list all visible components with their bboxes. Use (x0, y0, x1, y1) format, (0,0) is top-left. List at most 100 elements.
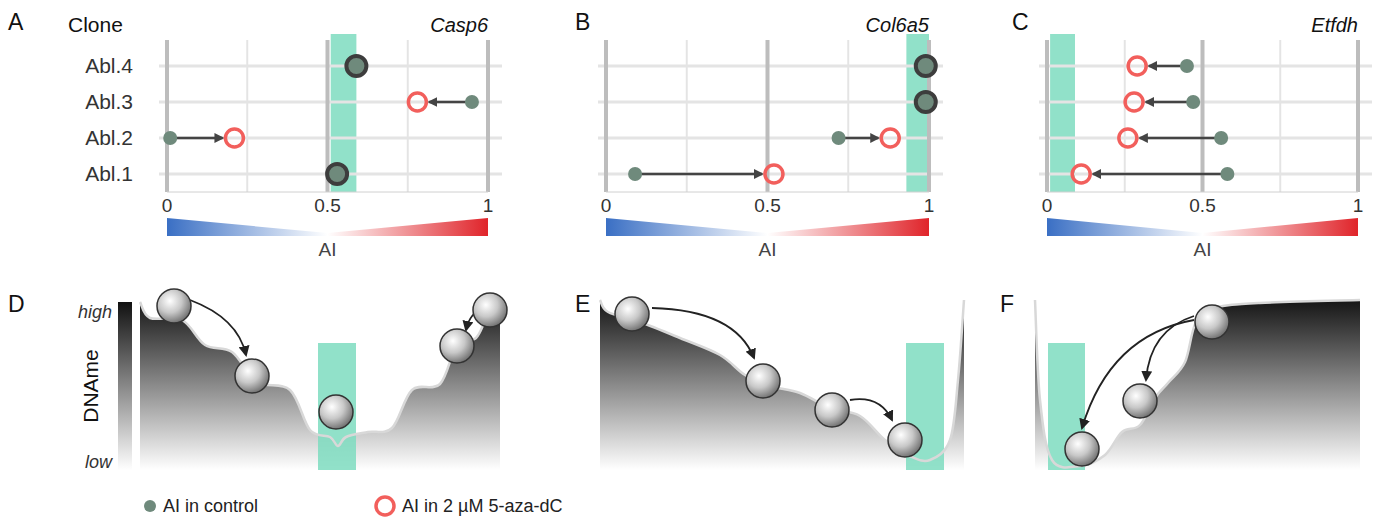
x-tick-label: 1 (483, 195, 494, 216)
minor-grid-line (407, 40, 409, 192)
treated-point (1119, 129, 1137, 147)
y-tick-label: Abl.2 (85, 126, 133, 149)
unchanged-point (327, 164, 347, 184)
x-tick-label: 0 (1042, 195, 1053, 216)
colorbar-low (606, 218, 768, 236)
transition-arrow (1082, 320, 1194, 428)
diagrams: highlowDNAmeDEF (8, 289, 1360, 472)
marks (628, 56, 936, 183)
treated-point (225, 129, 243, 147)
grid-line-horizontal (1039, 137, 1372, 140)
grid-line-vertical (1356, 40, 1360, 192)
panel-C: CEtfdh00.51AI (1012, 9, 1372, 260)
change-arrow (1093, 173, 1227, 176)
panel-letter: E (575, 291, 590, 317)
landscape-surface (600, 300, 964, 461)
x-tick-label: 1 (924, 195, 935, 216)
state-ball (473, 293, 507, 327)
colorbar-high (768, 218, 930, 236)
figure: ACasp6Clone00.51Abl.1Abl.2Abl.3Abl.4AIAI… (0, 0, 1373, 527)
legend-marker-control (144, 500, 156, 512)
landscape-surface (140, 302, 500, 446)
treated-point (881, 129, 899, 147)
grid-line-horizontal (159, 101, 502, 104)
x-tick-label: 0.5 (1189, 195, 1215, 216)
panel-title: Casp6 (430, 14, 489, 36)
grid-line-horizontal (598, 173, 943, 176)
y-tick-label: Abl.4 (85, 54, 133, 77)
legend-label: AI in control (163, 496, 258, 516)
diagram-E: E (575, 291, 964, 470)
state-ball (1065, 432, 1099, 466)
grid-line-horizontal (1039, 101, 1372, 104)
panel-title: Etfdh (1311, 14, 1358, 36)
x-tick-label: 0 (162, 195, 173, 216)
y-tick-label: Abl.3 (85, 90, 133, 113)
landscape-surface (1035, 300, 1360, 467)
dname-scale-bar (118, 302, 132, 470)
x-tick-label: 0.5 (754, 195, 780, 216)
state-ball (888, 423, 922, 457)
control-point (1186, 95, 1200, 109)
treated-point (408, 93, 426, 111)
change-arrow (635, 173, 762, 176)
treated-point (1072, 165, 1090, 183)
grid-line-horizontal (598, 65, 943, 68)
change-arrow (1146, 101, 1193, 104)
panel-A: ACasp6Clone00.51Abl.1Abl.2Abl.3Abl.4AI (8, 9, 502, 260)
grid-line-horizontal (598, 101, 943, 104)
control-point (1214, 131, 1228, 145)
state-ball (1123, 384, 1157, 418)
landscape (140, 302, 500, 470)
colorbar-high (1203, 218, 1359, 236)
grid-line-horizontal (598, 137, 943, 140)
panel-B: B Col6a5 0 0.5 1 AI (575, 9, 943, 260)
grid-line-vertical (1201, 40, 1205, 192)
legend-marker-treated (376, 497, 394, 515)
unchanged-point (916, 56, 936, 76)
y-axis-title: Clone (68, 13, 123, 36)
panel-letter: F (1000, 291, 1014, 317)
legend-label: AI in 2 µM 5-aza-dC (402, 496, 562, 516)
state-ball (815, 393, 849, 427)
grid-line-vertical (486, 40, 490, 192)
transition-arrow (850, 399, 892, 420)
state-ball (615, 297, 649, 331)
change-arrow (170, 137, 222, 140)
landscape (1035, 300, 1360, 470)
control-point (1220, 167, 1234, 181)
target-band (318, 343, 356, 470)
minor-grid-line (847, 40, 849, 192)
control-point (1180, 59, 1194, 73)
panel-title: Col6a5 (866, 14, 930, 36)
change-arrow (1140, 137, 1221, 140)
treated-point (1128, 57, 1146, 75)
panel-letter: B (575, 9, 590, 35)
state-ball (235, 359, 269, 393)
x-axis-line (167, 192, 488, 193)
grid-line-horizontal (159, 137, 502, 140)
treated-point (1125, 93, 1143, 111)
minor-grid-line (246, 40, 248, 192)
scale-low: low (85, 452, 113, 472)
state-ball (157, 289, 191, 323)
transition-arrow (190, 300, 246, 355)
state-ball (319, 395, 353, 429)
x-tick-label: 0 (601, 195, 612, 216)
x-axis-title: AI (1194, 239, 1212, 260)
state-ball (746, 364, 780, 398)
scale-high: high (78, 302, 112, 322)
control-point (163, 131, 177, 145)
colorbar-low (1047, 218, 1203, 236)
minor-grid-line (1279, 40, 1281, 192)
colorbar-high (328, 218, 489, 236)
transition-arrow (652, 308, 754, 358)
control-point (628, 167, 642, 181)
minor-grid-line (1124, 40, 1126, 192)
minor-grid-line (686, 40, 688, 192)
x-axis-title: AI (759, 239, 777, 260)
x-axis-title: AI (319, 239, 337, 260)
x-tick-label: 1 (1353, 195, 1364, 216)
colorbar-low (167, 218, 328, 236)
y-tick-label: Abl.1 (85, 162, 133, 185)
